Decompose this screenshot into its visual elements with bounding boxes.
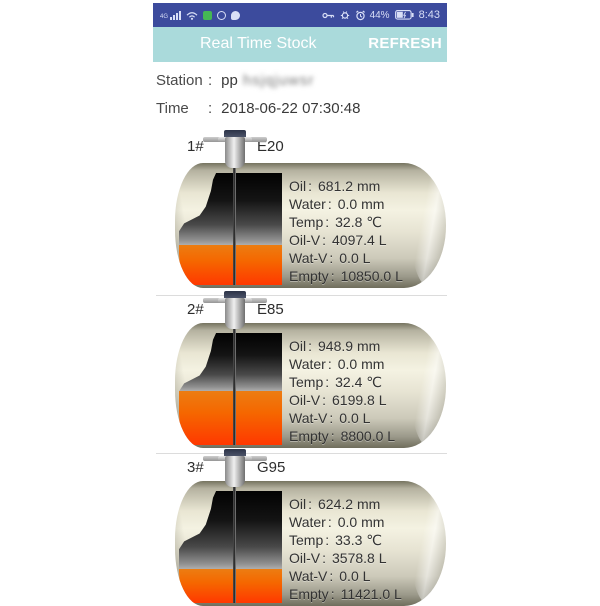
oil-level-fill [179, 244, 282, 285]
valve-body [225, 456, 245, 487]
tank-number-label: 3# [187, 459, 204, 476]
valve-cap [224, 291, 246, 298]
tank-right-cap [410, 325, 446, 446]
page-title: Real Time Stock [200, 35, 317, 52]
time-row: Time:2018-06-22 07:30:48 [156, 100, 361, 117]
tank-level-gauge [179, 173, 282, 285]
tank-section-1: 1# E20 Oil:681.2 mm Water:0.0 m [156, 128, 447, 295]
battery-icon [394, 10, 414, 20]
wifi-icon [186, 11, 198, 20]
status-bar: 4G 44% [153, 3, 447, 27]
time-label: Time [156, 100, 189, 117]
empty-space [179, 333, 282, 392]
tank-level-gauge [179, 333, 282, 445]
tank-readings: Oil:681.2 mm Water:0.0 mm Temp:32.8 ℃ Oi… [289, 178, 403, 284]
station-label: Station [156, 72, 203, 89]
valve-body [225, 137, 245, 168]
tank-graphic[interactable]: Oil:624.2 mm Water:0.0 mm Temp:33.3 ℃ Oi… [175, 481, 446, 606]
tank-graphic[interactable]: Oil:681.2 mm Water:0.0 mm Temp:32.8 ℃ Oi… [175, 163, 446, 288]
fuel-type-label: E20 [257, 138, 284, 155]
status-right-icons: 44% 8:43 [321, 9, 440, 21]
tank-readings: Oil:948.9 mm Water:0.0 mm Temp:32.4 ℃ Oi… [289, 338, 396, 444]
tank-section-3: 3# G95 Oil:624.2 mm Water:0.0 m [156, 449, 447, 606]
status-left-icons: 4G [160, 10, 241, 20]
tank-readings: Oil:624.2 mm Water:0.0 mm Temp:33.3 ℃ Oi… [289, 496, 402, 602]
valve-cap [224, 449, 246, 456]
app-bar: Real Time Stock REFRESH [153, 27, 447, 62]
network-type-label: 4G [160, 14, 169, 20]
wechat-icon [203, 10, 213, 20]
app-window: 4G 44% [153, 3, 447, 606]
oil-level-fill [179, 391, 282, 445]
station-value: pp [221, 72, 238, 89]
oil-level-fill [179, 569, 282, 603]
bug-icon [340, 11, 349, 19]
fuel-type-label: E85 [257, 301, 284, 318]
signal-icon [170, 10, 182, 20]
message-icon [231, 10, 241, 20]
refresh-button[interactable]: REFRESH [368, 35, 442, 52]
tank-right-cap [410, 483, 446, 604]
dipstick-line [233, 165, 236, 285]
tank-number-label: 2# [187, 301, 204, 318]
battery-percent-label: 44% [369, 9, 390, 21]
alarm-icon [355, 10, 365, 20]
tank-number-label: 1# [187, 138, 204, 155]
tank-level-gauge [179, 491, 282, 603]
valve-icon [203, 130, 267, 168]
clock-label: 8:43 [418, 9, 440, 21]
tank-right-cap [410, 165, 446, 286]
key-icon [321, 12, 334, 18]
valve-body [225, 298, 245, 329]
tank-3-header: 3# G95 [156, 449, 447, 487]
valve-icon [203, 449, 267, 487]
valve-icon [203, 291, 267, 329]
tank-section-2: 2# E85 Oil:948.9 mm Water:0.0 m [156, 291, 447, 453]
dipstick-line [233, 483, 236, 603]
dipstick-line [233, 325, 236, 445]
tank-2-header: 2# E85 [156, 291, 447, 329]
tank-1-header: 1# E20 [156, 128, 447, 168]
fuel-type-label: G95 [257, 459, 286, 476]
content-area: Station: pp hsjqjuwsr Time:2018-06-22 07:3… [153, 62, 447, 606]
tank-graphic[interactable]: Oil:948.9 mm Water:0.0 mm Temp:32.4 ℃ Oi… [175, 323, 446, 448]
valve-cap [224, 130, 246, 137]
station-value-blurred: hsjqjuwsr [242, 72, 315, 89]
station-row: Station: pp hsjqjuwsr [156, 72, 315, 89]
contacts-icon [217, 10, 227, 20]
time-value: 2018-06-22 07:30:48 [221, 100, 361, 117]
